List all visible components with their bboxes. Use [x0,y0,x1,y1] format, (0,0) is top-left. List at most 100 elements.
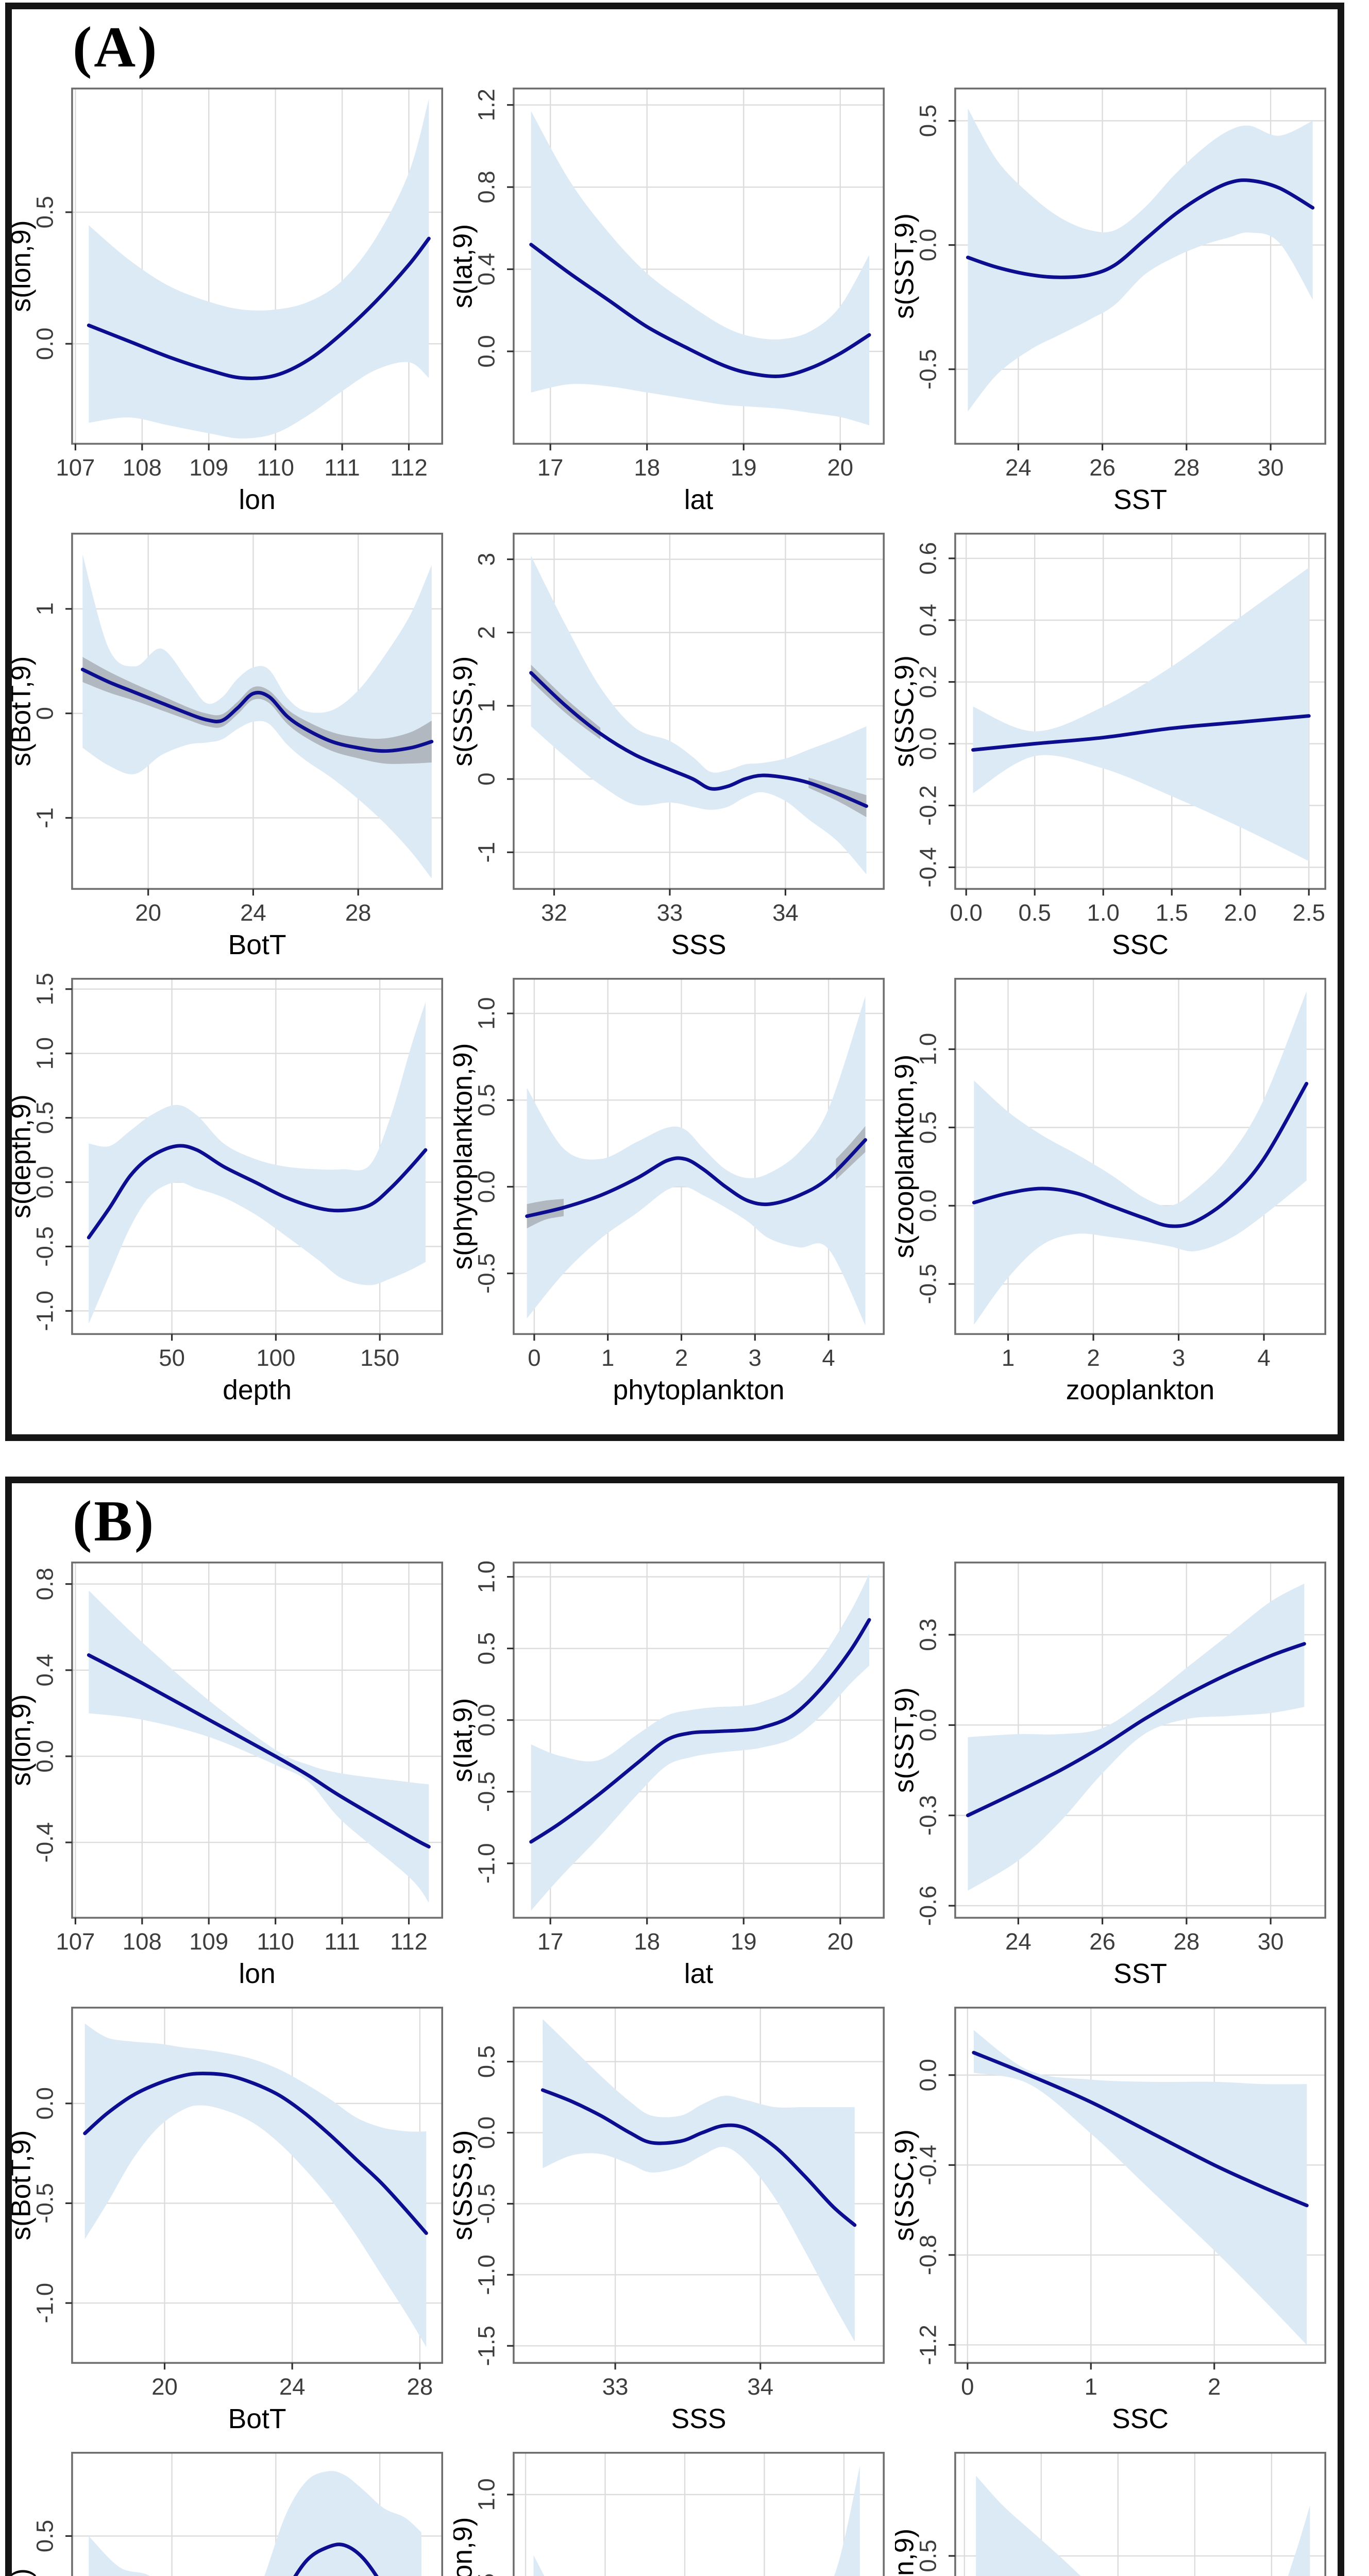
svg-text:-0.5: -0.5 [473,2183,499,2224]
chart-svg: 107 108 109 110 111 112 0.0 0.5 lon s(lon,9) [12,88,443,515]
svg-text:108: 108 [123,1928,162,1955]
chart-svg: 24 26 28 30 -0.5 0.0 0.5 SST s(SST,9) [895,88,1326,515]
svg-text:108: 108 [123,454,162,481]
svg-text:0.5: 0.5 [473,2573,499,2576]
plot-a-zooplankton: 1 2 3 4 -0.5 0.0 0.5 1.0 zooplankton s(zooplankto… [895,967,1337,1412]
svg-text:-0.8: -0.8 [915,2235,941,2276]
svg-text:-0.2: -0.2 [915,785,941,826]
svg-text:2: 2 [1087,1345,1100,1371]
svg-text:s(zooplankton,9): s(zooplankton,9) [895,2529,920,2576]
svg-text:lon: lon [239,485,275,515]
panel-b-label: (B) [73,1489,156,1553]
plot-a-ssc: 0.0 0.5 1.0 1.5 2.0 2.5 -0.4 -0.2 0.0 0.2 0.4 0.6 SS… [895,521,1337,967]
svg-text:0.0: 0.0 [915,1190,941,1222]
svg-text:110: 110 [257,1928,294,1955]
svg-text:28: 28 [345,900,371,926]
svg-text:lat: lat [684,485,714,515]
svg-text:0.5: 0.5 [915,1111,941,1144]
plot-a-phytoplankton: 0 1 2 3 4 -0.5 0.0 0.5 1.0 phytoplankton s(phytopl… [453,967,895,1412]
svg-text:0.0: 0.0 [915,727,941,760]
svg-text:s(SSS,9): s(SSS,9) [453,656,478,767]
svg-text:20: 20 [151,2374,178,2400]
svg-text:0.4: 0.4 [915,604,941,636]
svg-text:0.5: 0.5 [473,1084,499,1116]
svg-text:109: 109 [189,454,228,481]
svg-text:-0.5: -0.5 [473,1253,499,1294]
panel-a-plot-grid: 107 108 109 110 111 112 0.0 0.5 lon s(lon,9) 17 18… [12,76,1338,1412]
svg-text:2.5: 2.5 [1293,900,1325,926]
svg-text:0.5: 0.5 [31,1101,58,1134]
svg-text:0.6: 0.6 [915,542,941,574]
svg-text:32: 32 [541,900,567,926]
svg-text:1: 1 [473,699,499,712]
svg-text:0.8: 0.8 [473,171,499,203]
svg-text:24: 24 [1005,454,1032,481]
chart-svg: 24 26 28 30 -0.6 -0.3 0.0 0.3 SST s(SST,9) [895,1562,1326,1989]
svg-text:111: 111 [324,1928,360,1955]
svg-text:s(lon,9): s(lon,9) [12,220,37,312]
svg-text:150: 150 [360,1345,399,1371]
svg-text:30: 30 [1258,1928,1284,1955]
svg-text:0.0: 0.0 [915,1709,941,1741]
svg-text:0.5: 0.5 [915,2539,941,2572]
svg-text:-1.5: -1.5 [473,2326,499,2366]
svg-text:110: 110 [257,454,294,481]
plot-a-sss: 32 33 34 -1 0 1 2 3 SSS s(SSS,9) [453,521,895,967]
svg-text:s(BotT,9): s(BotT,9) [12,656,37,767]
svg-text:-0.5: -0.5 [31,1226,58,1267]
svg-text:112: 112 [390,454,428,481]
svg-text:s(lat,9): s(lat,9) [453,224,478,309]
svg-text:s(SST,9): s(SST,9) [895,1687,920,1793]
chart-svg: 0 1 2 -1.2 -0.8 -0.4 0.0 SSC s(SSC,9) [895,2007,1326,2434]
svg-text:SST: SST [1113,1959,1167,1989]
svg-text:-1.0: -1.0 [473,1843,499,1884]
plot-b-ssc: 0 1 2 -1.2 -0.8 -0.4 0.0 SSC s(SSC,9) [895,1995,1337,2441]
svg-text:24: 24 [240,900,266,926]
svg-text:0.8: 0.8 [31,1568,58,1600]
panel-a-label: (A) [73,15,159,79]
svg-text:20: 20 [827,1928,853,1955]
plot-a-sst: 24 26 28 30 -0.5 0.0 0.5 SST s(SST,9) [895,76,1337,521]
svg-text:2: 2 [473,626,499,639]
svg-text:1: 1 [31,602,58,615]
chart-svg: 50 100 150 -1.0 -0.5 0.0 0.5 1.0 1.5 depth s(depth… [12,973,443,1405]
svg-text:phytoplankton: phytoplankton [613,1375,784,1405]
svg-text:-1: -1 [31,807,58,828]
svg-text:20: 20 [827,454,853,481]
chart-svg: 17 18 19 20 -1.0 -0.5 0.0 0.5 1.0 lat s(lat,9) [453,1561,885,1989]
chart-svg: 0 1 2 3 4 -0.5 0.0 0.5 1.0 phytoplankton s(phytopl… [453,978,885,1405]
svg-text:0: 0 [961,2374,974,2400]
svg-text:-1.0: -1.0 [31,1291,58,1331]
svg-text:1.0: 1.0 [473,2478,499,2511]
svg-text:-0.6: -0.6 [915,1886,941,1926]
svg-text:SSS: SSS [671,2404,726,2434]
chart-svg: 1 2 3 4 -0.5 0.0 0.5 1.0 zooplankton s(zooplankto… [895,978,1326,1405]
svg-text:26: 26 [1089,454,1116,481]
svg-text:0.0: 0.0 [915,229,941,261]
plot-a-bott: 20 24 28 -1 0 1 BotT s(BotT,9) [12,521,453,967]
svg-text:20: 20 [135,900,161,926]
svg-text:1: 1 [601,1345,614,1371]
plot-a-lat: 17 18 19 20 0.0 0.4 0.8 1.2 lat s(lat,9) [453,76,895,521]
svg-text:2: 2 [1208,2374,1221,2400]
svg-text:1.2: 1.2 [473,89,499,121]
svg-text:50: 50 [159,1345,185,1371]
svg-text:3: 3 [1172,1345,1185,1371]
svg-text:1: 1 [1002,1345,1015,1371]
svg-text:BotT: BotT [228,2404,286,2434]
svg-text:-0.3: -0.3 [915,1795,941,1836]
svg-text:0.5: 0.5 [473,2045,499,2078]
plot-b-zooplankton: 01234-0.50.00.5zooplanktons(zooplankton,… [895,2441,1337,2576]
svg-text:0: 0 [31,707,58,720]
svg-text:s(zooplankton,9): s(zooplankton,9) [895,1055,920,1259]
svg-text:0.0: 0.0 [950,900,983,926]
svg-text:28: 28 [1173,1928,1199,1955]
panel-b-box: (B) 107 108 109 110 111 112 -0.4 0.0 0.4 0.8 lon s(… [5,1477,1344,2576]
svg-text:18: 18 [634,1928,660,1955]
svg-text:-1.0: -1.0 [473,2255,499,2295]
svg-text:depth: depth [223,1375,292,1405]
svg-text:0.4: 0.4 [473,253,499,285]
svg-text:s(BotT,9): s(BotT,9) [12,2130,37,2241]
